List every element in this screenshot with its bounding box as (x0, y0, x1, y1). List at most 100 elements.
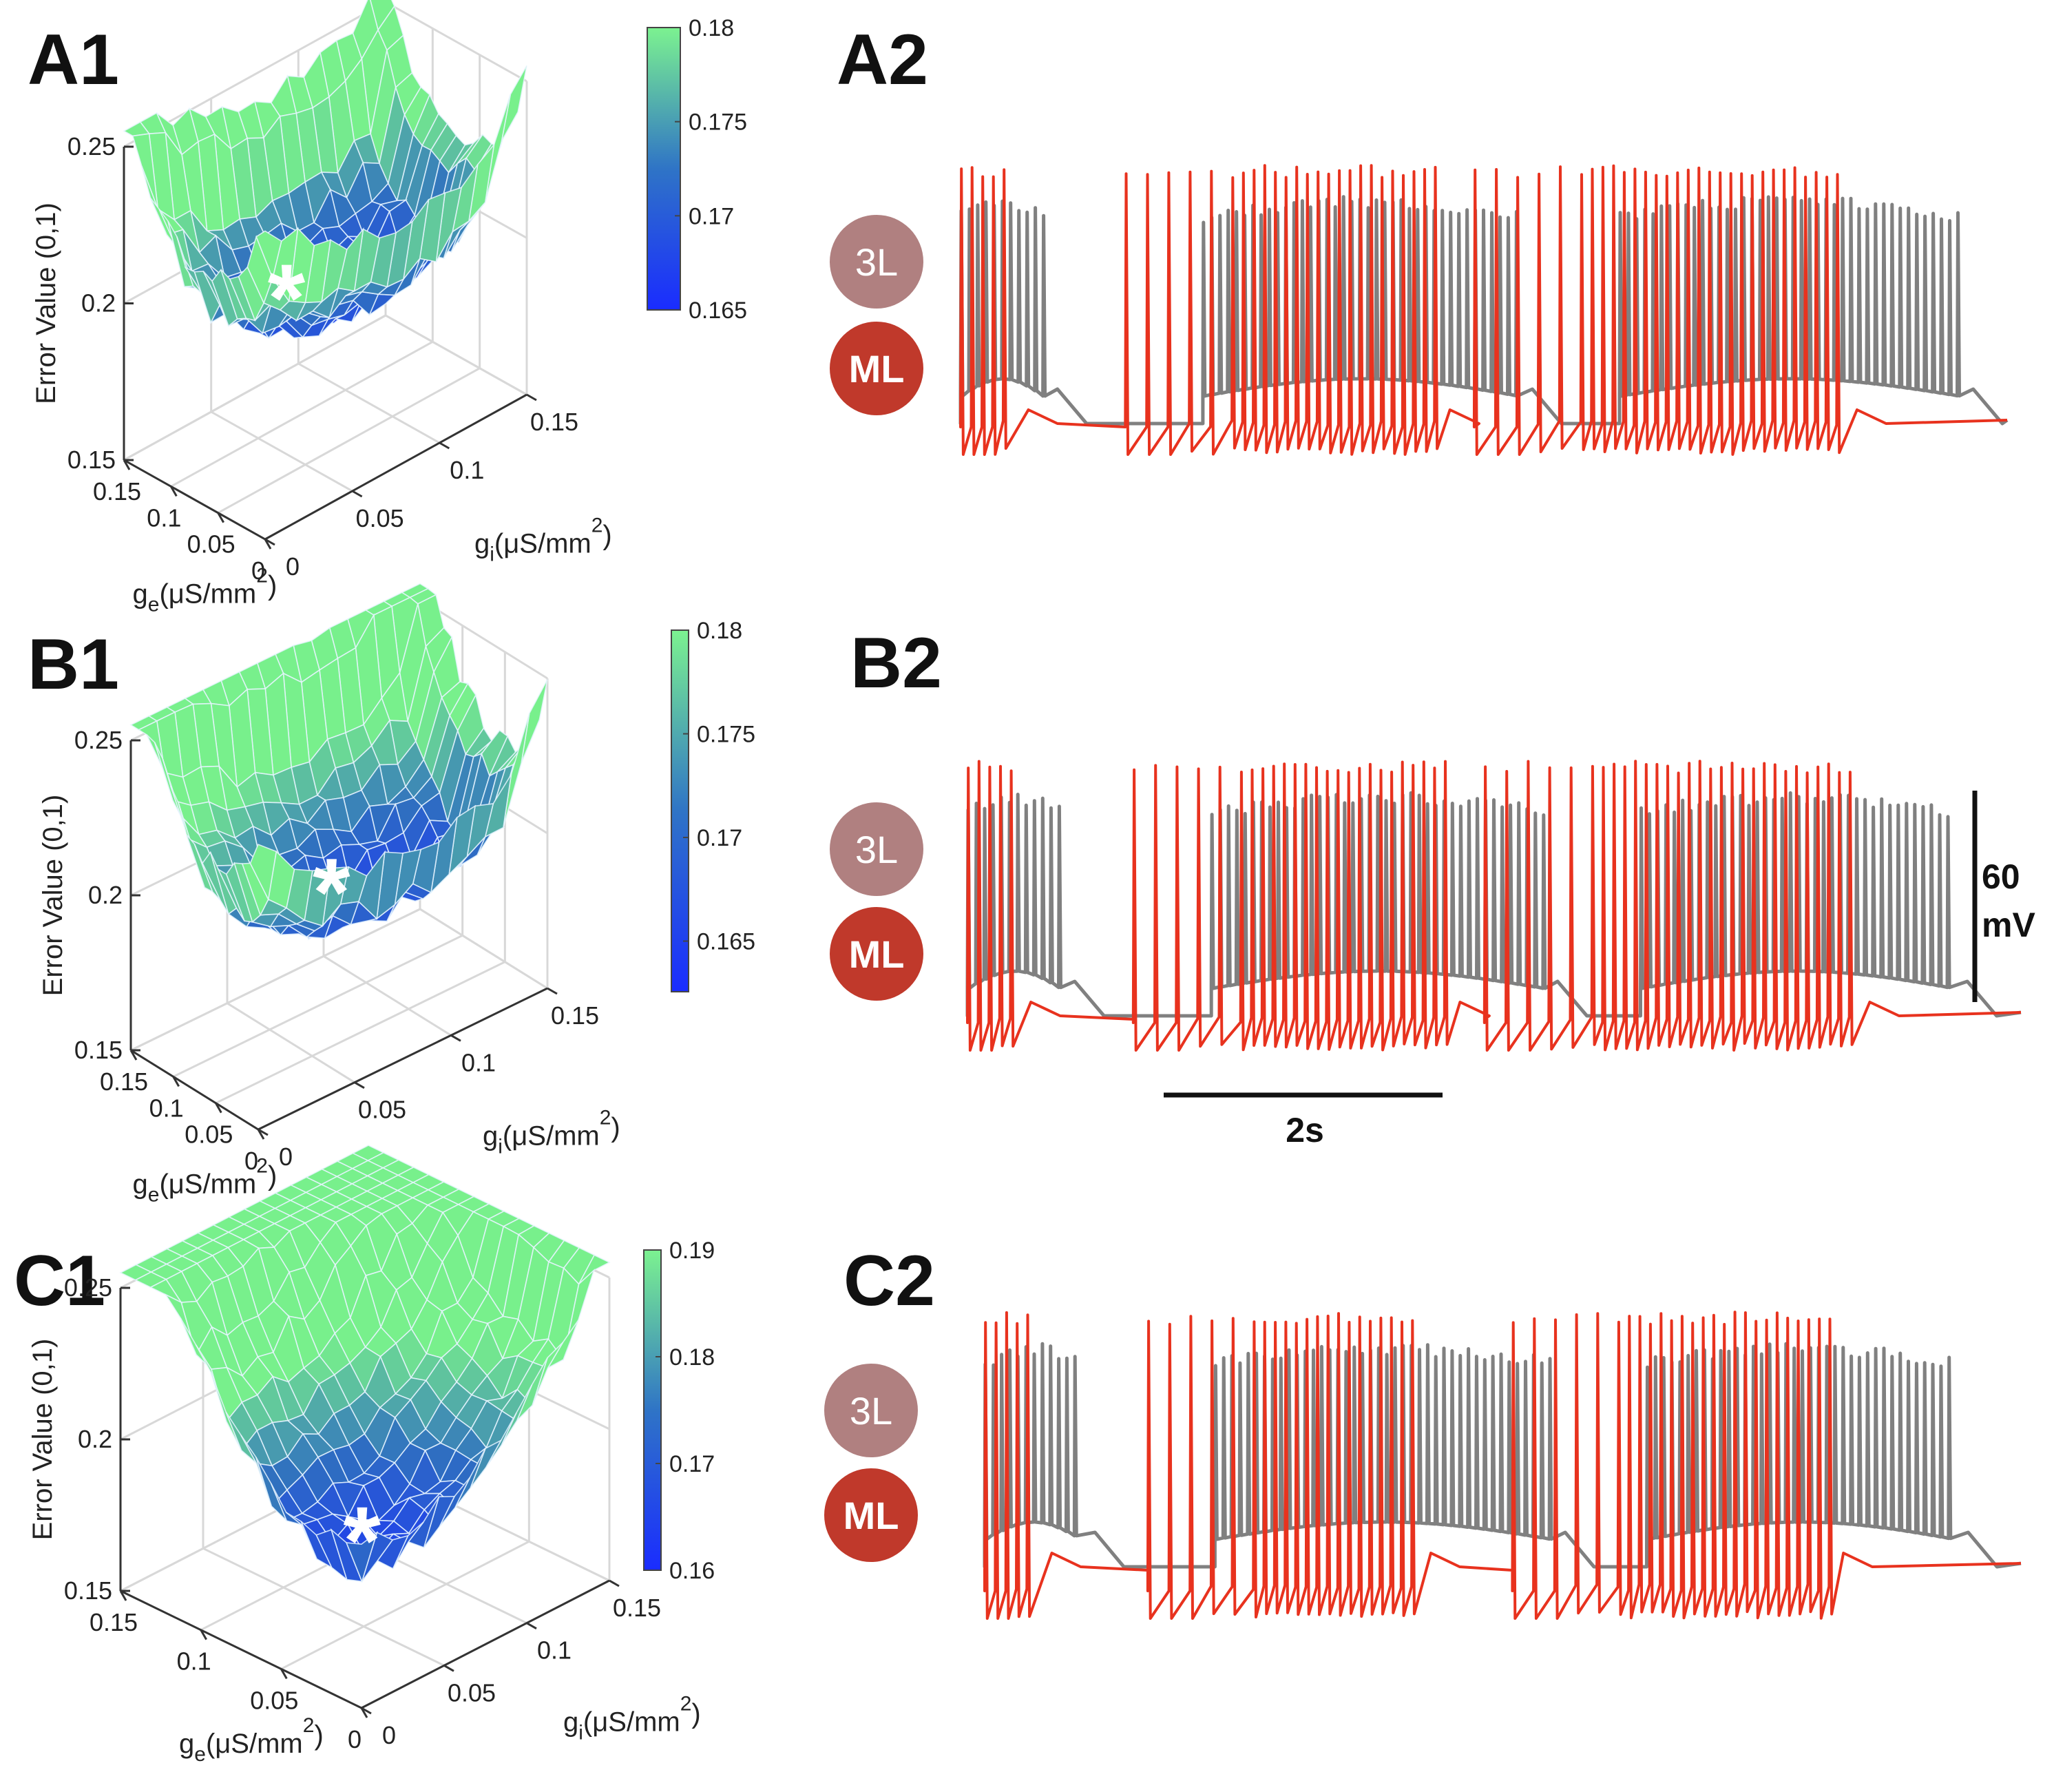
floor-gridline (215, 961, 505, 1105)
gi-axis-title-part: (μS/mm (494, 529, 591, 559)
z-axis-title: Error Value (0,1) (38, 795, 68, 997)
surface-plot-A1: *0.150.10.050 00.050.10.150.150.20.25ge(μ… (31, 0, 612, 616)
ge-axis-title-part: (μS/mm (206, 1729, 303, 1759)
gi-tick-label: 0.15 (530, 408, 578, 436)
z-axis-title: Error Value (0,1) (28, 1339, 58, 1541)
gi-axis-title-part: ) (691, 1698, 700, 1729)
badge-3l-circle (830, 802, 923, 896)
ge-tick-mark (172, 1076, 180, 1087)
gi-tick-mark (361, 1707, 372, 1715)
gi-axis-title-part: g (483, 1121, 498, 1151)
voltage-scale-unit: mV (1982, 906, 2035, 944)
surface-cell (345, 1531, 378, 1583)
badge-3l-label: 3L (855, 828, 898, 871)
badge-ml-label: ML (843, 1494, 899, 1537)
traces-A2 (958, 164, 2009, 456)
gi-tick-mark (450, 1034, 461, 1042)
z-tick-label: 0.25 (74, 726, 123, 754)
gi-axis-title-part: g (474, 529, 490, 559)
ge-tick-mark (217, 512, 224, 523)
gi-tick-label: 0.15 (551, 1001, 599, 1030)
gi-tick-label: 0 (286, 552, 300, 581)
trace-3l (958, 195, 2009, 426)
ge-tick-mark (200, 1629, 207, 1640)
gi-axis-title-part: i (498, 1135, 503, 1158)
badge-3l-label: 3L (850, 1389, 892, 1432)
ge-axis-title-part: 2 (256, 1155, 268, 1178)
trace-3l (965, 791, 2022, 1018)
ge-tick-mark (280, 1668, 288, 1680)
panel-A2: A2 3L ML (830, 20, 2009, 456)
gi-axis-title-part: 2 (591, 514, 603, 537)
minimum-marker: * (268, 244, 306, 352)
colorbar-tick-label: 0.165 (697, 929, 755, 955)
ge-axis-title: ge(μS/mm2) (133, 1155, 277, 1207)
surface-plot-B1: *0.150.10.050 00.050.10.150.150.20.25ge(μ… (38, 583, 620, 1207)
floor-gridline (170, 341, 434, 488)
ge-tick-label: 0.1 (177, 1647, 211, 1676)
colorbar-gradient (647, 27, 681, 311)
z-tick-label: 0.25 (64, 1273, 112, 1302)
error-surface (123, 0, 527, 340)
colorbar-tick-label: 0.17 (697, 825, 742, 851)
axes: 0.150.10.050 00.050.10.150.150.20.25ge(μS… (38, 726, 620, 1207)
surface-cell (521, 679, 548, 763)
floor-gridline (123, 314, 386, 461)
ge-axis-line (120, 1590, 362, 1709)
gi-tick-mark (547, 987, 558, 995)
colorbar-tick-label: 0.18 (689, 15, 734, 41)
badge-ml-A2: ML (830, 322, 923, 415)
trace-ml (966, 760, 2022, 1052)
floor-gridline (385, 314, 527, 396)
ge-tick-label: 0.15 (90, 1608, 138, 1636)
badge-3l-circle (824, 1364, 918, 1457)
gi-axis-title-part: ) (611, 1112, 620, 1143)
colorbar-A1: 0.18 0.175 0.17 0.165 (647, 15, 747, 324)
ge-tick-label: 0.05 (250, 1686, 298, 1714)
ge-tick-mark (170, 486, 178, 497)
gi-tick-mark (526, 393, 537, 402)
surface-cell (501, 65, 527, 142)
colorbar-tick-label: 0.175 (689, 110, 747, 136)
gi-axis-title: gi(μS/mm2) (563, 1692, 701, 1744)
z-tick-label: 0.15 (64, 1576, 112, 1605)
ge-tick-label: 0.05 (187, 530, 235, 559)
gi-tick-mark (439, 441, 450, 450)
gi-axis-line (258, 987, 548, 1131)
minimum-marker: * (313, 838, 350, 946)
surface-cell (249, 844, 277, 902)
trace-ml (959, 164, 2008, 456)
ge-axis-title: ge(μS/mm2) (133, 565, 277, 616)
panel-label-C2: C2 (843, 1241, 935, 1321)
ge-tick-mark (129, 1050, 138, 1061)
badge-3l-A2: 3L (830, 215, 923, 309)
gi-tick-label: 0.1 (461, 1048, 496, 1076)
voltage-scale-bar: 60 mV (1972, 791, 2035, 1002)
badge-3l-label: 3L (855, 240, 898, 284)
ge-axis-line (123, 459, 266, 541)
floor-gridline (280, 1540, 530, 1670)
gi-axis-title-part: ) (602, 521, 611, 551)
gi-tick-label: 0 (382, 1721, 396, 1749)
gi-axis-title-part: g (563, 1707, 578, 1737)
ge-tick-label: 0 (251, 556, 265, 585)
time-scale-label: 2s (1286, 1111, 1324, 1149)
gi-axis-title-part: (μS/mm (503, 1121, 600, 1151)
axes: 0.150.10.050 00.050.10.150.150.20.25ge(μS… (31, 132, 612, 616)
z-tick-label: 0.15 (74, 1036, 123, 1064)
panel-A1: A1 *0.150.10.050 00.050.10.150.150.20.25g… (28, 0, 747, 616)
floor-gridline (210, 410, 353, 492)
ge-axis-title: ge(μS/mm2) (179, 1714, 324, 1766)
ge-tick-mark (123, 459, 131, 470)
colorbar-tick-label: 0.165 (689, 298, 747, 324)
floor-gridline (297, 362, 441, 444)
error-surface (119, 1145, 611, 1583)
ge-axis-title-part: (μS/mm (159, 1169, 256, 1200)
gi-tick-mark (443, 1665, 454, 1672)
badge-3l-circle (830, 215, 923, 309)
ge-tick-label: 0.1 (147, 503, 181, 532)
panel-label-C1: C1 (14, 1241, 105, 1321)
error-surface (129, 583, 548, 941)
minimum-marker: * (343, 1486, 381, 1594)
